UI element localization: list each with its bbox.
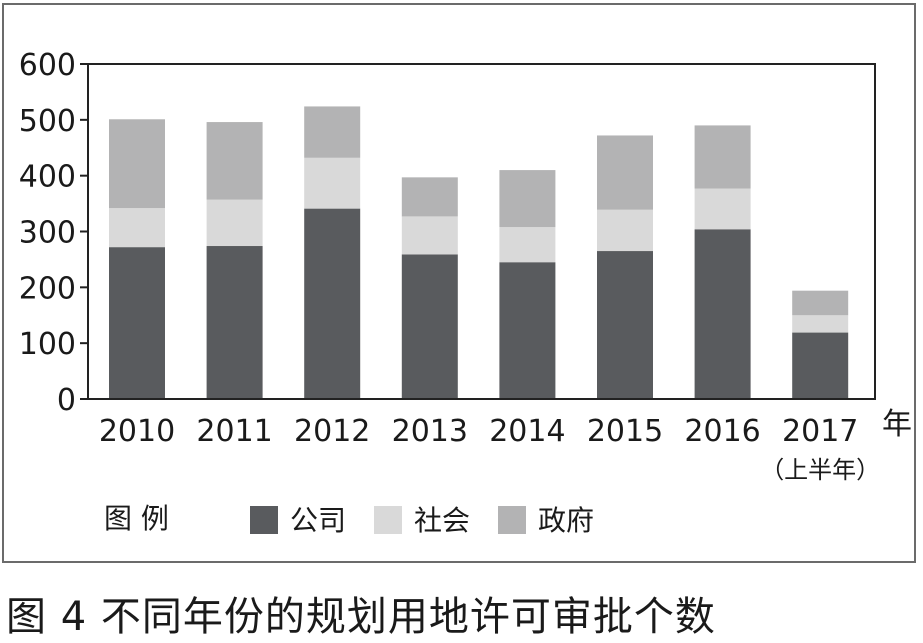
legend-swatch-社会 bbox=[374, 506, 402, 534]
x-tick-label: 2012 bbox=[294, 414, 370, 449]
x-tick-label: 2011 bbox=[196, 414, 272, 449]
bar-公司-2011 bbox=[206, 246, 263, 399]
bar-社会-2017 bbox=[792, 315, 849, 333]
bar-公司-2010 bbox=[109, 247, 165, 399]
bar-公司-2016 bbox=[694, 229, 751, 399]
bar-社会-2014 bbox=[499, 227, 556, 263]
x-axis-ticks: 2010 2011 2012 2013 2014 2015 2016 2017 （上半年） bbox=[99, 414, 880, 484]
y-tick-label: 0 bbox=[57, 383, 76, 418]
legend-label-社会: 社会 bbox=[414, 504, 470, 537]
bar-政府-2015 bbox=[597, 135, 653, 210]
x-tick-label: 2017 bbox=[782, 414, 858, 449]
legend-label-政府: 政府 bbox=[538, 504, 594, 537]
bar-政府-2012 bbox=[304, 106, 361, 158]
bar-公司-2012 bbox=[304, 208, 361, 399]
bar-社会-2012 bbox=[304, 157, 361, 209]
x-tick-label: 2014 bbox=[489, 414, 565, 449]
x-tick-label: 2013 bbox=[392, 414, 468, 449]
y-tick-label: 100 bbox=[19, 327, 76, 362]
bar-社会-2010 bbox=[109, 208, 165, 248]
y-axis-ticks: 0 100 200 300 400 500 600 bbox=[19, 48, 88, 418]
bar-政府-2010 bbox=[109, 119, 165, 209]
bar-政府-2016 bbox=[694, 125, 751, 189]
plot-area bbox=[87, 63, 876, 400]
y-tick-label: 500 bbox=[19, 104, 76, 139]
x-tick-label: 2010 bbox=[99, 414, 175, 449]
y-tick-label: 300 bbox=[19, 216, 76, 251]
legend-swatch-政府 bbox=[498, 506, 526, 534]
legend-label-公司: 公司 bbox=[290, 504, 346, 537]
x-tick-label: 2015 bbox=[587, 414, 663, 449]
bar-公司-2015 bbox=[597, 251, 653, 399]
bar-政府-2013 bbox=[401, 177, 458, 217]
y-tick-label: 200 bbox=[19, 271, 76, 306]
bar-公司-2014 bbox=[499, 262, 556, 399]
bar-社会-2016 bbox=[694, 188, 751, 230]
bars bbox=[109, 106, 849, 399]
figure-caption: 图 4 不同年份的规划用地许可审批个数 bbox=[6, 594, 716, 640]
bar-社会-2015 bbox=[597, 209, 653, 252]
x-tick-sublabel: （上半年） bbox=[760, 456, 880, 484]
bar-公司-2013 bbox=[401, 254, 458, 399]
legend: 图 例 公司 社会 政府 bbox=[104, 502, 594, 537]
bar-社会-2011 bbox=[206, 199, 263, 247]
x-tick-label: 2016 bbox=[684, 414, 760, 449]
y-tick-label: 400 bbox=[19, 160, 76, 195]
bar-政府-2014 bbox=[499, 170, 556, 228]
legend-swatch-公司 bbox=[250, 506, 278, 534]
bar-政府-2017 bbox=[792, 290, 849, 316]
legend-title: 图 例 bbox=[104, 502, 169, 535]
y-tick-label: 600 bbox=[19, 48, 76, 83]
bar-公司-2017 bbox=[792, 332, 849, 399]
x-axis-label: 年 bbox=[882, 407, 912, 442]
bar-政府-2011 bbox=[206, 122, 263, 200]
bar-社会-2013 bbox=[401, 216, 458, 255]
